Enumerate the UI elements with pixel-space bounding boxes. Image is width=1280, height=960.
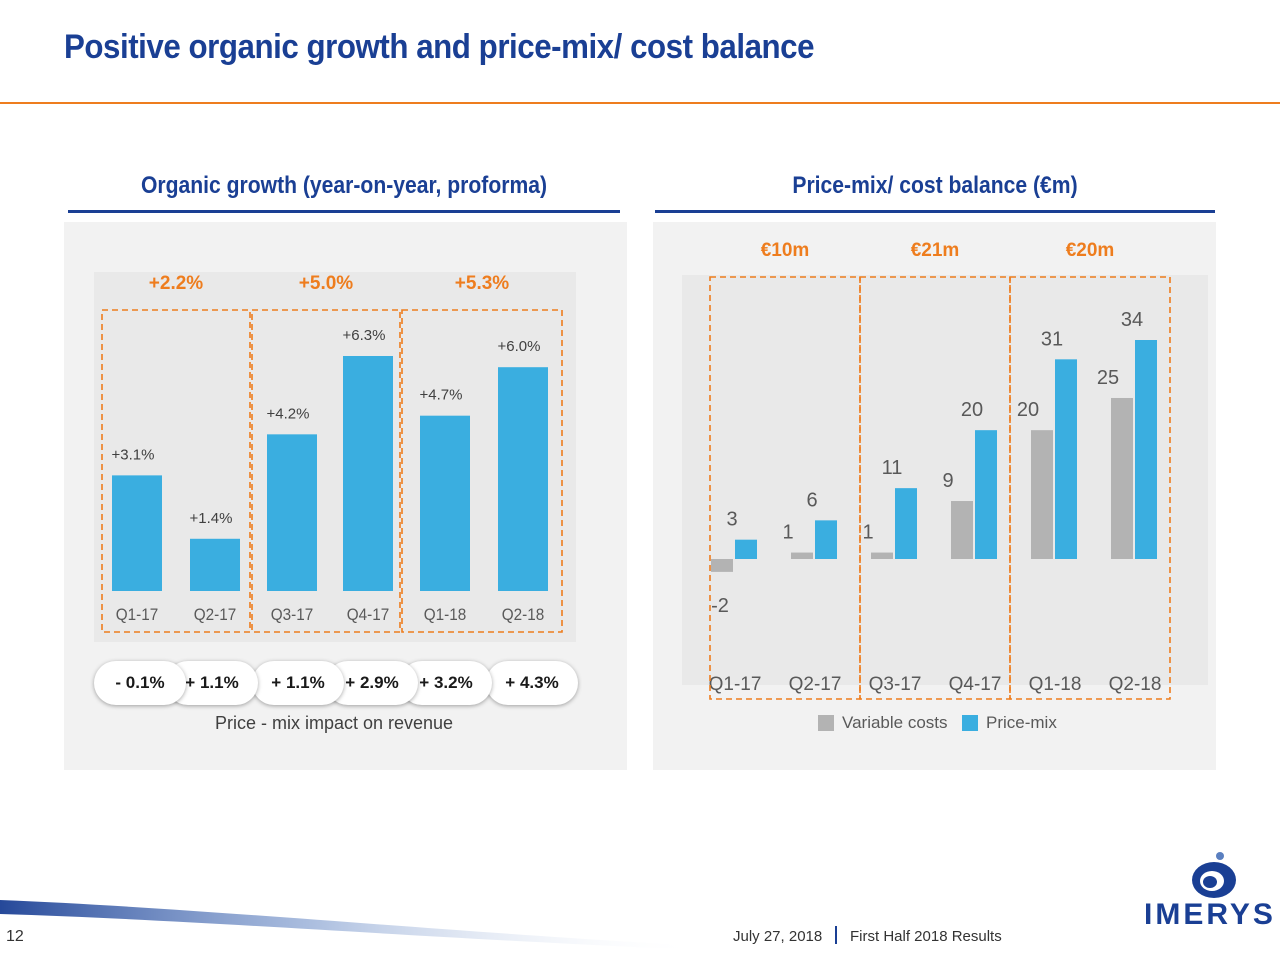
title-rule (0, 102, 1280, 104)
footer-event: First Half 2018 Results (850, 928, 1002, 945)
legend-swatch-price-mix (962, 715, 978, 731)
price-mix-panel (653, 222, 1216, 770)
price-mix-heading: Price-mix/ cost balance (€m) (792, 172, 1078, 199)
legend-label-variable-costs: Variable costs (842, 713, 948, 732)
page-number: 12 (6, 928, 24, 945)
footer-separator (835, 926, 837, 944)
organic-growth-heading: Organic growth (year-on-year, proforma) (140, 172, 548, 199)
slide-title: Positive organic growth and price-mix/ c… (64, 28, 815, 66)
legend-item-price-mix: Price-mix (962, 713, 1057, 733)
price-mix-heading-rule (655, 210, 1215, 213)
imerys-logo-text: IMERYS (1144, 898, 1276, 931)
impact-pill-q2-18: + 4.3% (486, 661, 578, 705)
footer-date: July 27, 2018 (733, 928, 823, 945)
impact-pill-q1-17: - 0.1% (94, 661, 186, 705)
legend-item-variable-costs: Variable costs (818, 713, 948, 733)
price-mix-impact-caption: Price - mix impact on revenue (214, 713, 454, 733)
legend-label-price-mix: Price-mix (986, 713, 1057, 732)
imerys-logo-icon (1192, 852, 1236, 898)
impact-pill-q3-17: + 1.1% (252, 661, 344, 705)
legend-swatch-variable-costs (818, 715, 834, 731)
organic-growth-heading-rule (68, 210, 620, 213)
footer-swoosh (0, 900, 700, 950)
price-mix-impact-pills: - 0.1% + 1.1% + 1.1% + 2.9% + 3.2% + 4.3… (94, 661, 578, 707)
